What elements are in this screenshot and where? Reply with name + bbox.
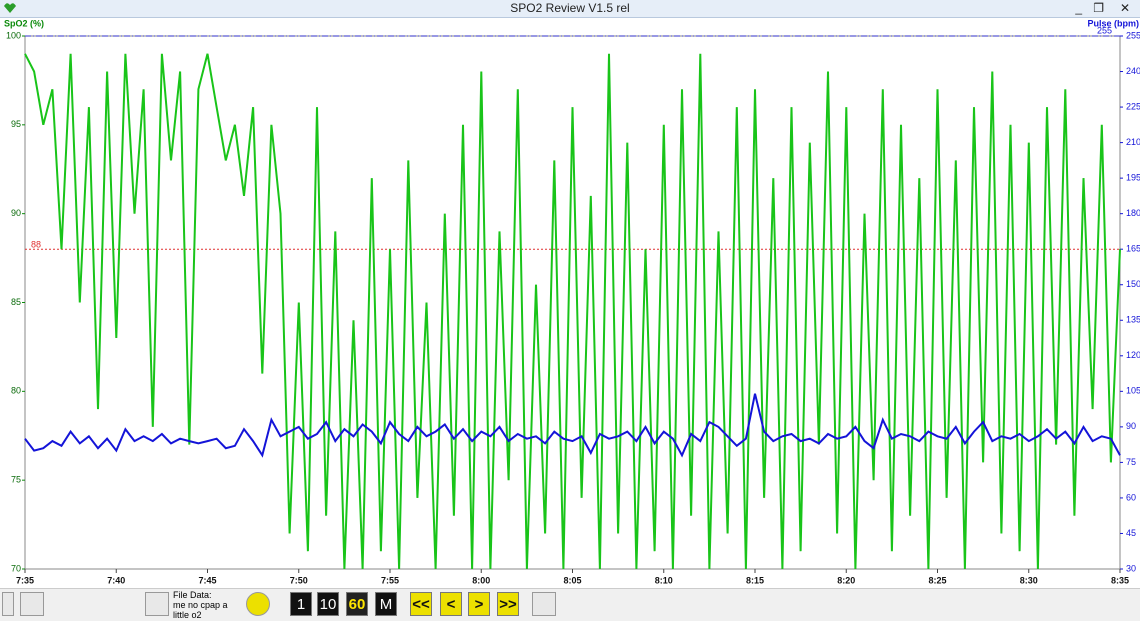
app-icon <box>4 3 16 13</box>
chart: SpO2 (%) Pulse (bpm) 70 75 80 85 90 95 100 30 45… <box>4 18 1140 585</box>
zoom-max[interactable]: M <box>375 592 397 616</box>
close[interactable]: ✕ <box>1119 1 1130 15</box>
file-info: File Data: me no cpap a little o2 <box>173 590 235 620</box>
last[interactable]: >> <box>497 592 519 616</box>
y2-tick-label: 75 <box>1126 457 1136 467</box>
x-tick-label: 8:10 <box>655 575 673 585</box>
y2-tick-label: 165 <box>1126 244 1140 254</box>
pulse-limit-label: 255 <box>1097 25 1112 35</box>
file-name: me no cpap a little o2 <box>173 600 228 620</box>
series-line <box>24 53 1121 570</box>
y-tick-label: 85 <box>11 297 21 307</box>
y2-tick-label: 90 <box>1126 421 1136 431</box>
y2-tick-label: 255 <box>1126 30 1140 40</box>
x-tick-label: 8:05 <box>563 575 581 585</box>
y-tick-label: 95 <box>11 119 21 129</box>
y2-tick-label: 150 <box>1126 279 1140 289</box>
x-tick-label: 8:30 <box>1020 575 1038 585</box>
x-tick-label: 7:35 <box>16 575 34 585</box>
minimize[interactable]: _ <box>1075 1 1082 15</box>
x-tick-label: 7:50 <box>290 575 308 585</box>
x-tick-label: 7:45 <box>198 575 216 585</box>
x-tick-label: 8:35 <box>1111 575 1129 585</box>
zoom-60[interactable]: 60 <box>346 592 368 616</box>
threshold-label: 88 <box>31 240 41 250</box>
dropdown[interactable] <box>2 592 14 616</box>
first[interactable]: << <box>410 592 432 616</box>
toolbar: File Data: me no cpap a little o2 1 10 6… <box>0 588 1140 621</box>
y-tick-label: 75 <box>11 475 21 485</box>
zoom-10[interactable]: 10 <box>317 592 339 616</box>
x-tick-label: 8:25 <box>928 575 946 585</box>
y2-tick-label: 120 <box>1126 350 1140 360</box>
next[interactable]: > <box>468 592 490 616</box>
y2-tick-label: 105 <box>1126 386 1140 396</box>
y-tick-label: 90 <box>11 208 21 218</box>
x-tick-label: 8:00 <box>472 575 490 585</box>
series-line <box>24 393 1121 458</box>
y2-tick-label: 135 <box>1126 315 1140 325</box>
y2-tick-label: 180 <box>1126 208 1140 218</box>
zoom-1[interactable]: 1 <box>290 592 312 616</box>
title-bar: SPO2 Review V1.5 rel _ ❐ ✕ <box>0 0 1140 18</box>
y2-axis-label: Pulse (bpm) <box>1087 18 1139 28</box>
y2-tick-label: 60 <box>1126 492 1136 502</box>
previous[interactable]: < <box>440 592 462 616</box>
y2-tick-label: 30 <box>1126 563 1136 573</box>
x-tick-label: 8:15 <box>746 575 764 585</box>
y-tick-label: 70 <box>11 563 21 573</box>
x-tick-label: 7:55 <box>381 575 399 585</box>
y-axis-label: SpO2 (%) <box>4 18 44 28</box>
x-tick-label: 7:40 <box>107 575 125 585</box>
edit-tool[interactable] <box>20 592 44 616</box>
y-tick-label: 100 <box>6 30 21 40</box>
y-tick-label: 80 <box>11 386 21 396</box>
print[interactable] <box>532 592 556 616</box>
window-title: SPO2 Review V1.5 rel <box>510 1 630 15</box>
y2-tick-label: 195 <box>1126 173 1140 183</box>
maximize[interactable]: ❐ <box>1093 1 1104 15</box>
file-open[interactable] <box>145 592 169 616</box>
file-label: File Data: <box>173 590 212 600</box>
y2-tick-label: 225 <box>1126 101 1140 111</box>
y2-tick-label: 210 <box>1126 137 1140 147</box>
y2-tick-label: 45 <box>1126 528 1136 538</box>
info-button[interactable] <box>246 592 270 616</box>
y2-tick-label: 240 <box>1126 66 1140 76</box>
x-tick-label: 8:20 <box>837 575 855 585</box>
